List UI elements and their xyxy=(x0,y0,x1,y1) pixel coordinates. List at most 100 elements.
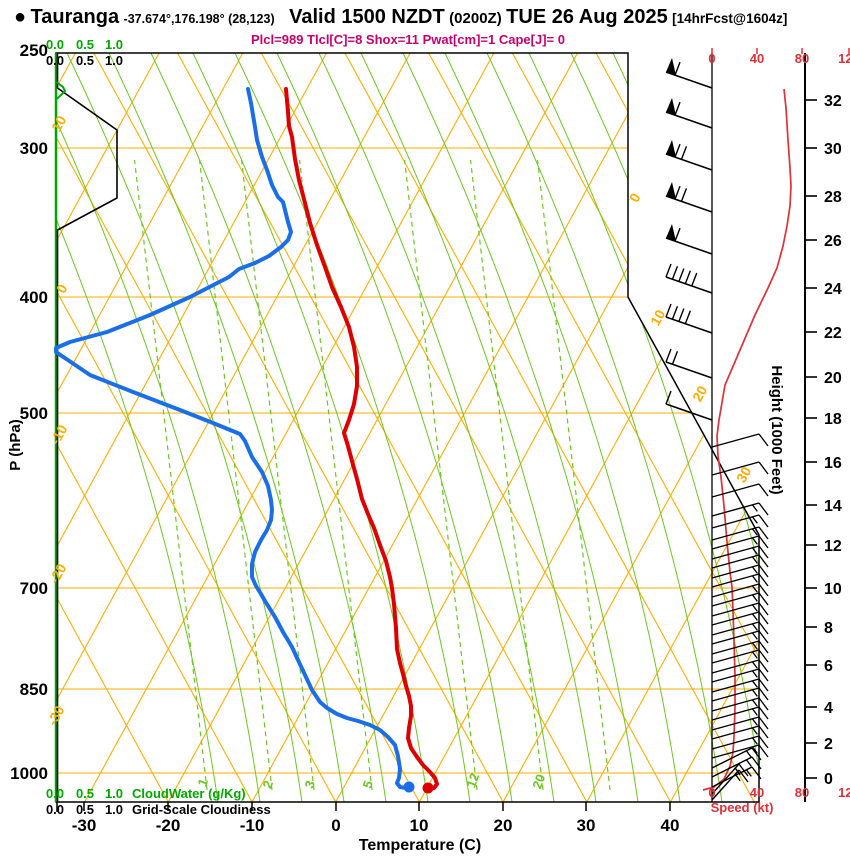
moist-adiabat-line xyxy=(487,53,722,802)
wind-barb-tick xyxy=(675,62,680,75)
isotherm-line xyxy=(168,53,577,802)
isotherm-line xyxy=(85,53,494,802)
isotherm-value-label: 30 xyxy=(733,464,755,486)
title-bullet: ● xyxy=(14,6,26,28)
wind-barb-tick xyxy=(759,503,768,515)
speed-tick-label-bottom: 40 xyxy=(750,785,764,800)
valid-time: Valid 1500 NZDT xyxy=(289,6,445,28)
speed-tick-label-bottom: 120 xyxy=(838,785,850,800)
dry-adiabat-line xyxy=(512,53,850,802)
height-tick-label: 26 xyxy=(824,233,842,250)
wind-barb-tick xyxy=(679,268,684,281)
wind-barb-tick xyxy=(752,605,757,612)
moist-adiabat-line xyxy=(151,53,386,802)
wind-barb-tick xyxy=(752,517,757,524)
height-tick-label: 12 xyxy=(824,538,842,555)
dewpoint-surface-dot xyxy=(404,782,415,793)
cloudiness-scale-label: 0.0 xyxy=(46,802,64,817)
mixing-ratio-value-label: 3 xyxy=(301,778,318,790)
height-tick-label: 32 xyxy=(824,93,842,110)
pressure-axis-title: P (hPa) xyxy=(7,419,24,470)
height-tick-label: 20 xyxy=(824,370,842,387)
wind-barb-tick xyxy=(752,567,757,574)
wind-barb-tick xyxy=(685,271,690,284)
height-tick-label: 28 xyxy=(824,189,842,206)
wind-barb-tick xyxy=(746,760,751,767)
wind-barb-tick xyxy=(685,311,690,324)
wind-barb-tick xyxy=(666,264,671,277)
isotherm-value-label: 10 xyxy=(48,113,70,135)
height-tick-label: 18 xyxy=(824,411,842,428)
isotherm-value-label: 20 xyxy=(689,383,711,405)
wind-barb-staff xyxy=(712,434,759,447)
moist-adiabat-line xyxy=(361,53,596,802)
temp-tick-label: -10 xyxy=(240,816,265,835)
cloudiness-scale-label: 0.5 xyxy=(76,53,94,68)
wind-barb-tick xyxy=(752,576,757,583)
temp-tick-label: 0 xyxy=(331,816,340,835)
temperature-axis-title: Temperature (C) xyxy=(359,837,481,854)
pressure-tick-label: 850 xyxy=(20,680,48,699)
temperature-surface-dot xyxy=(423,783,434,794)
isotherm-line xyxy=(503,53,850,802)
cloudiness-axis-title: Grid-Scale Cloudiness xyxy=(132,802,271,817)
forecast-tag: [14hrFcst@1604z] xyxy=(672,11,787,26)
wind-barb-staff xyxy=(712,503,759,516)
dry-adiabat-line xyxy=(10,53,419,802)
mixing-ratio-line xyxy=(405,160,477,790)
wind-barb-tick xyxy=(679,308,684,321)
wind-barb-tick xyxy=(752,595,757,602)
wind-barb-tick xyxy=(752,671,757,678)
moist-adiabat-line xyxy=(319,53,554,802)
height-tick-label: 30 xyxy=(824,141,842,158)
plot-frame xyxy=(56,53,805,812)
mixing-ratio-line xyxy=(538,160,610,790)
isotherm-value-label: 10 xyxy=(647,307,669,329)
wind-barb-tick xyxy=(752,719,757,726)
cloudwater-axis-title: CloudWater (g/Kg) xyxy=(132,786,246,801)
height-tick-label: 14 xyxy=(824,498,842,515)
isotherm-line xyxy=(0,53,326,802)
stability-indices: Plcl=989 Tlcl[C]=8 Shox=11 Pwat[cm]=1 Ca… xyxy=(56,32,760,47)
wind-barb-tick xyxy=(672,266,677,279)
chart-title: ● Tauranga -37.674°,176.198° (28,123) Va… xyxy=(14,6,850,29)
zulu-time: (0200Z) xyxy=(449,10,502,27)
wind-barb-tick xyxy=(752,633,757,640)
height-tick-label: 22 xyxy=(824,325,842,342)
height-tick-label: 16 xyxy=(824,455,842,472)
wind-barb-tick xyxy=(752,681,757,688)
wind-barb-tick xyxy=(681,146,686,159)
height-tick-label: 6 xyxy=(824,658,833,675)
wind-barb-staff xyxy=(712,484,759,497)
wind-barb-tick xyxy=(752,586,757,593)
pressure-tick-label: 250 xyxy=(20,41,48,60)
wind-barb-tick xyxy=(759,434,768,446)
height-axis-title: Height (1000 Feet) xyxy=(768,365,785,494)
speed-tick-label-bottom: 80 xyxy=(795,785,809,800)
wind-barb-tick xyxy=(672,306,677,319)
wind-barb-tick xyxy=(746,751,751,758)
speed-axis-title: Speed (kt) xyxy=(711,800,774,815)
wind-barb-tick xyxy=(752,709,757,716)
cloudiness-scale-label: 1.0 xyxy=(105,53,123,68)
temp-tick-label: 30 xyxy=(577,816,596,835)
cloudiness-scale-label: 0.0 xyxy=(46,53,64,68)
pressure-tick-label: 400 xyxy=(20,288,48,307)
wind-barb-tick xyxy=(681,188,686,201)
wind-barb-tick xyxy=(672,351,677,364)
wind-barb-staff xyxy=(712,748,752,768)
moist-adiabat-line xyxy=(403,53,638,802)
wind-barb-tick xyxy=(759,462,768,474)
wind-barb-tick xyxy=(675,102,680,115)
cloudiness-scale-label: 0.5 xyxy=(76,802,94,817)
wind-barb-tick xyxy=(675,186,680,199)
height-tick-label: 24 xyxy=(824,281,842,298)
wind-barb-tick xyxy=(752,662,757,669)
speed-tick-label-bottom: 0 xyxy=(708,785,715,800)
temp-tick-label: 40 xyxy=(661,816,680,835)
isotherm-value-label: -20 xyxy=(46,561,70,587)
height-tick-label: 4 xyxy=(824,700,833,717)
wind-barb-tick xyxy=(752,505,757,512)
cloudwater-scale-label: 0.0 xyxy=(46,786,64,801)
